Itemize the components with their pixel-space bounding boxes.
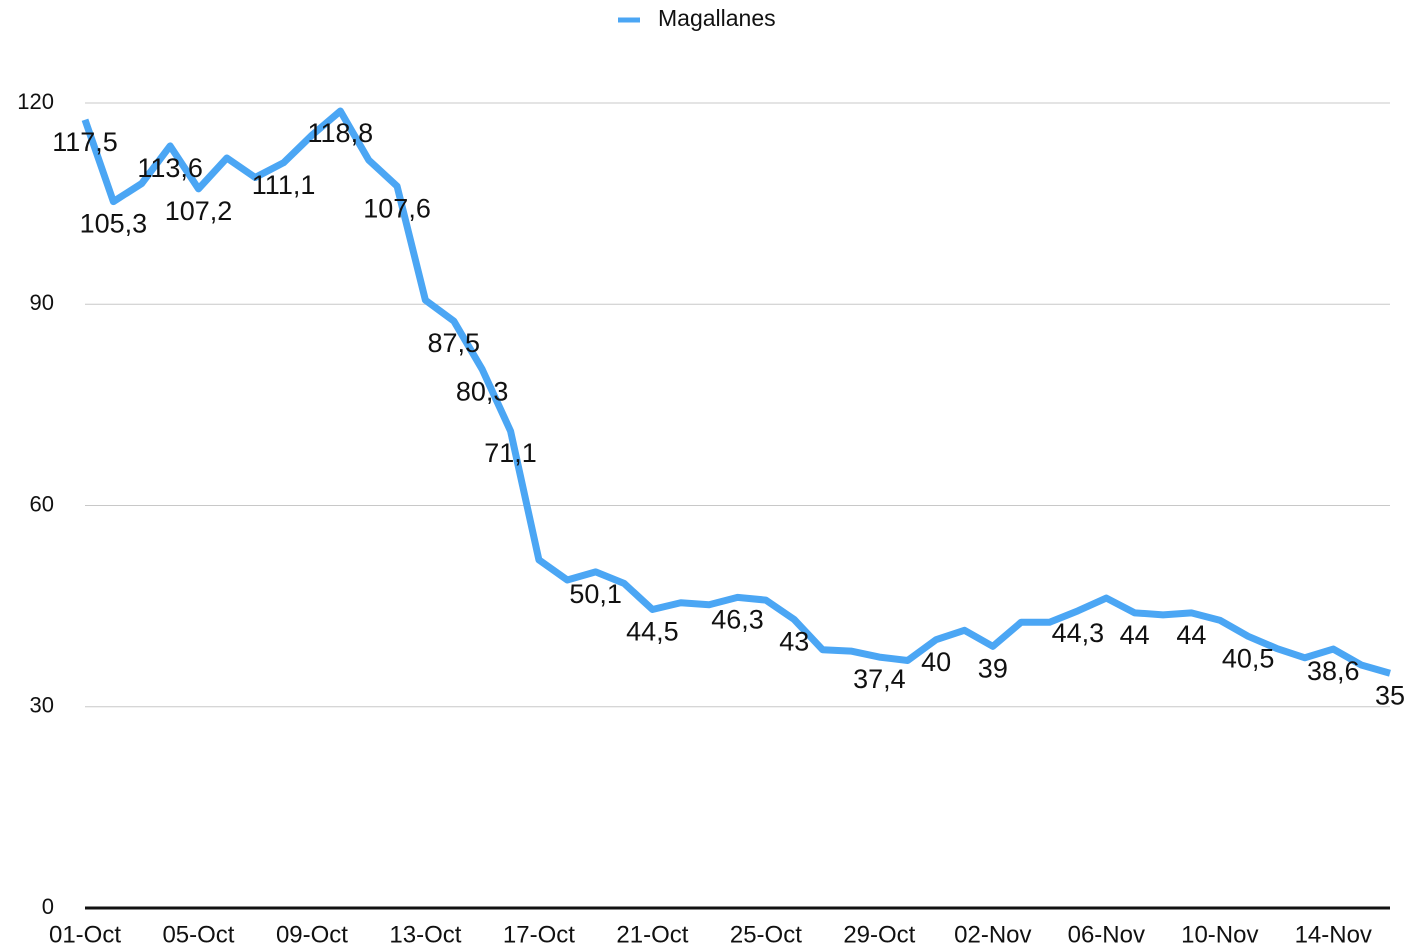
line xyxy=(81,107,1391,677)
data-label: 50,1 xyxy=(569,579,622,609)
y-tick-label: 90 xyxy=(30,290,54,315)
data-label: 71,1 xyxy=(484,438,537,468)
data-label: 35 xyxy=(1375,680,1405,710)
x-tick-label: 02-Nov xyxy=(954,921,1031,948)
x-tick-label: 01-Oct xyxy=(49,921,121,948)
data-label: 44,5 xyxy=(626,617,679,647)
x-tick-label: 29-Oct xyxy=(843,921,915,948)
data-label: 43 xyxy=(779,627,809,657)
legend-label: Magallanes xyxy=(658,5,776,31)
data-label: 87,5 xyxy=(428,328,481,358)
x-tick-label: 17-Oct xyxy=(503,921,575,948)
data-label: 44,3 xyxy=(1052,618,1105,648)
data-label: 39 xyxy=(978,654,1008,684)
data-label: 38,6 xyxy=(1307,656,1360,686)
data-label: 111,1 xyxy=(252,170,316,200)
data-label: 37,4 xyxy=(853,664,906,694)
x-tick-label: 10-Nov xyxy=(1181,921,1258,948)
data-label: 44 xyxy=(1120,620,1150,650)
x-tick-label: 25-Oct xyxy=(730,921,802,948)
y-tick-label: 0 xyxy=(42,894,54,919)
data-label: 107,6 xyxy=(363,193,431,223)
data-label: 80,3 xyxy=(456,376,509,406)
x-tick-label: 13-Oct xyxy=(389,921,461,948)
x-tick-label: 06-Nov xyxy=(1068,921,1145,948)
y-tick-label: 30 xyxy=(30,693,54,718)
data-label: 117,5 xyxy=(52,127,118,157)
data-label: 40,5 xyxy=(1222,643,1275,673)
data-label: 40 xyxy=(921,647,951,677)
x-tick-label: 21-Oct xyxy=(616,921,688,948)
y-tick-label: 60 xyxy=(30,491,54,516)
data-label: 107,2 xyxy=(165,196,233,226)
data-label: 113,6 xyxy=(137,153,203,183)
data-label: 105,3 xyxy=(80,209,148,239)
data-label: 44 xyxy=(1176,620,1206,650)
data-label: 118,8 xyxy=(308,118,374,148)
y-tick-label: 120 xyxy=(17,89,54,114)
x-tick-label: 09-Oct xyxy=(276,921,348,948)
x-tick-label: 14-Nov xyxy=(1295,921,1372,948)
x-tick-label: 05-Oct xyxy=(162,921,234,948)
data-label: 46,3 xyxy=(711,605,764,635)
